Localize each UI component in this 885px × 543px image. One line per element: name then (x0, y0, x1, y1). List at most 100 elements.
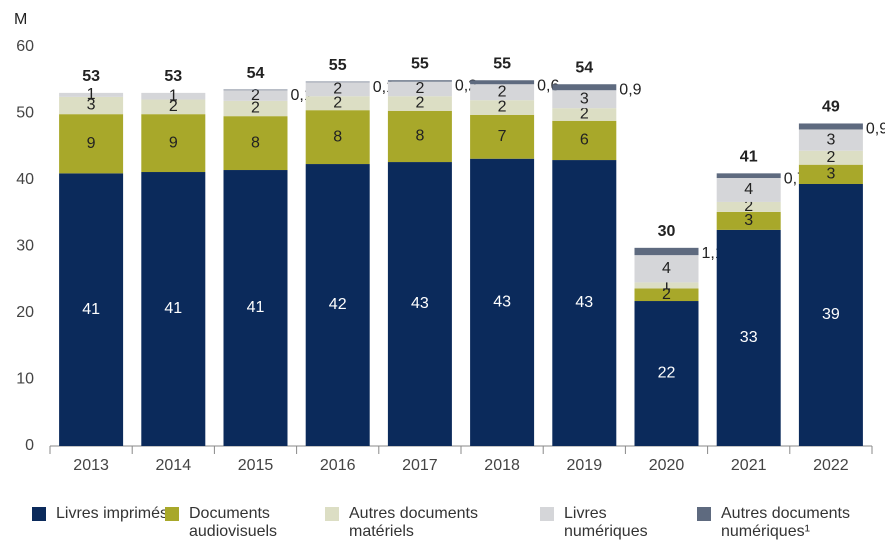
value-label: 2 (744, 198, 753, 215)
value-label: 2 (580, 106, 589, 123)
x-tick-label: 2017 (402, 457, 438, 474)
bar-segment (305, 82, 370, 97)
value-label: 43 (493, 294, 511, 311)
x-tick-label: 2019 (567, 457, 603, 474)
value-label: 41 (247, 299, 265, 316)
legend-label: Autres documents numériques¹ (721, 505, 850, 540)
value-label: 2 (662, 286, 671, 303)
bar-segment (634, 301, 699, 446)
legend-label: Documents audiovisuels (189, 505, 278, 540)
total-label: 54 (247, 65, 265, 82)
bar-segment (634, 255, 699, 283)
bar-segment (59, 92, 124, 97)
value-label: 0,9 (866, 121, 885, 138)
value-label: 43 (411, 295, 429, 312)
bar-segment (470, 80, 535, 85)
total-label: 30 (658, 223, 676, 240)
legend-item: Documents audiovisuels (165, 505, 309, 541)
bar-segment (223, 90, 288, 101)
value-label: 6 (580, 132, 589, 149)
bar-segment (716, 211, 781, 230)
value-label: 42 (329, 296, 347, 313)
value-label: 2 (251, 100, 260, 117)
y-tick-label: 60 (16, 38, 34, 55)
bar-segment (552, 120, 617, 161)
bar-segment (387, 80, 452, 82)
bar-segment (387, 110, 452, 163)
bar-segment (59, 114, 124, 174)
value-label: 41 (164, 300, 182, 317)
bar-segment (552, 84, 617, 91)
x-tick-label: 2018 (484, 457, 520, 474)
value-label: 1 (662, 277, 671, 294)
bar-segment (470, 114, 535, 159)
x-tick-label: 2021 (731, 457, 767, 474)
value-label: 2 (498, 83, 507, 100)
legend-swatch (697, 507, 711, 521)
value-label: 8 (251, 134, 260, 151)
y-tick-label: 0 (25, 437, 34, 454)
bar-segment (141, 172, 206, 446)
bar-segment (141, 99, 206, 115)
bar-segment (634, 282, 699, 289)
bar-segment (387, 96, 452, 111)
total-label: 54 (575, 59, 593, 76)
legend-label: Livres numériques (564, 505, 648, 540)
y-tick-label: 20 (16, 304, 34, 321)
x-tick-label: 2022 (813, 457, 849, 474)
bar-segment (470, 158, 535, 446)
legend-swatch (325, 507, 339, 521)
value-label: 0,9 (619, 81, 641, 98)
bar-segment (141, 92, 206, 100)
value-label: 2 (826, 149, 835, 166)
total-label: 55 (411, 55, 429, 72)
total-label: 55 (493, 55, 511, 72)
value-label: 2 (415, 80, 424, 97)
value-label: 2 (333, 94, 342, 111)
value-label: 3 (580, 90, 589, 107)
value-label: 2 (169, 98, 178, 115)
y-tick-label: 50 (16, 105, 34, 122)
y-tick-label: 30 (16, 238, 34, 255)
total-label: 49 (822, 99, 840, 116)
value-label: 2 (333, 80, 342, 97)
bar-segment (305, 81, 370, 83)
legend-swatch (32, 507, 46, 521)
bar-segment (223, 100, 288, 117)
bar-segment (305, 96, 370, 111)
bar-segment (798, 183, 863, 447)
value-label: 3 (826, 166, 835, 183)
value-label: 41 (82, 301, 100, 318)
total-label: 53 (164, 68, 182, 85)
value-label: 3 (87, 97, 96, 114)
bar-segment (716, 229, 781, 446)
bar-segment (470, 84, 535, 101)
bar-segment (59, 96, 124, 115)
bar-segment (305, 164, 370, 447)
bar-segment (716, 178, 781, 202)
legend-item: Autres documents numériques¹ (697, 505, 885, 541)
y-axis-label: M (14, 11, 27, 28)
value-label: 9 (169, 134, 178, 151)
legend-swatch (165, 507, 179, 521)
value-label: 1 (87, 86, 96, 103)
legend-label: Livres imprimés (56, 505, 169, 522)
legend-item: Autres documents matériels (325, 505, 519, 541)
bar-segment (223, 89, 288, 91)
x-tick-label: 2015 (238, 457, 274, 474)
x-tick-label: 2016 (320, 457, 356, 474)
bar-segment (470, 100, 535, 115)
total-label: 53 (82, 68, 100, 85)
value-label: 2 (251, 87, 260, 104)
value-label: 3 (826, 131, 835, 148)
value-label: 2 (415, 95, 424, 112)
legend: Livres imprimés Documents audiovisuels Aut… (0, 505, 885, 543)
bar-segment (798, 150, 863, 165)
bar-segment (141, 114, 206, 173)
value-label: 4 (662, 260, 671, 277)
value-label: 2 (498, 99, 507, 116)
bar-segment (552, 108, 617, 121)
bar-segment (387, 162, 452, 447)
value-label: 7 (498, 128, 507, 145)
y-tick-label: 10 (16, 371, 34, 388)
